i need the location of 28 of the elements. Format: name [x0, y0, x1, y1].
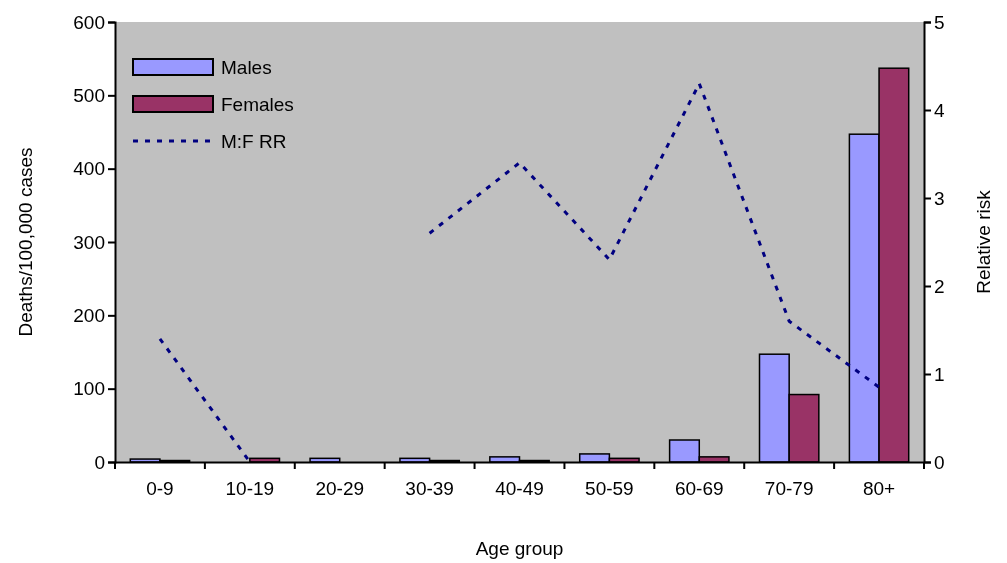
- y-tick-label: 300: [73, 231, 105, 253]
- y2-tick-label: 3: [934, 187, 945, 209]
- y-axis-title: Deaths/100,000 cases: [15, 147, 36, 337]
- x-tick-label: 20-29: [315, 478, 365, 500]
- y2-tick-label: 2: [934, 275, 945, 297]
- x-tick-label: 70-79: [764, 478, 814, 500]
- y-tick-label: 400: [73, 158, 105, 180]
- x-tick-label: 80+: [862, 478, 896, 500]
- legend-label: Males: [221, 57, 272, 78]
- x-tick-label: 40-49: [495, 478, 544, 500]
- y-tick-label: 200: [73, 304, 105, 326]
- y2-tick-label: 1: [934, 363, 945, 385]
- legend-label: M:F RR: [221, 131, 287, 152]
- y2-axis-title: Relative risk: [973, 189, 994, 294]
- x-tick-label: 0-9: [146, 478, 174, 500]
- x-tick-label: 50-59: [585, 478, 634, 500]
- y2-tick-label: 4: [934, 99, 945, 121]
- x-tick-label: 30-39: [405, 478, 454, 500]
- y-tick-label: 500: [73, 84, 105, 106]
- y2-tick-label: 0: [934, 451, 945, 473]
- y-tick-label: 100: [73, 378, 105, 400]
- y-tick-label: 600: [73, 11, 105, 33]
- x-tick-label: 60-69: [674, 478, 724, 500]
- y2-tick-label: 5: [934, 11, 945, 33]
- x-tick-label: 10-19: [225, 478, 275, 500]
- y-tick-label: 0: [94, 451, 105, 473]
- x-axis-title: Age group: [475, 538, 564, 559]
- legend-label: Females: [221, 94, 294, 115]
